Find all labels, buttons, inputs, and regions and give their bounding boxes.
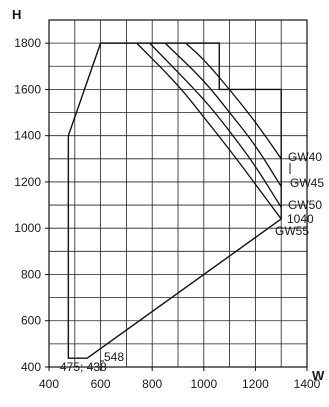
series-line-gw55 bbox=[136, 42, 282, 220]
y-tick-label-400: 400 bbox=[21, 360, 41, 374]
envelope-polygon bbox=[67, 42, 282, 359]
y-tick-labels: 400 600 800 1000 1200 1400 1600 1800 bbox=[14, 36, 41, 374]
y-tick-label-600: 600 bbox=[21, 314, 41, 328]
x-tick-label-1400: 1400 bbox=[294, 377, 321, 391]
x-tick-label-1000: 1000 bbox=[190, 377, 217, 391]
series-label-gw55: GW55 bbox=[275, 224, 309, 238]
x-tick-label-400: 400 bbox=[39, 377, 59, 391]
y-tick-label-1400: 1400 bbox=[14, 129, 41, 143]
x-axis-title: W bbox=[312, 368, 325, 383]
x-tick-label-800: 800 bbox=[142, 377, 162, 391]
y-axis-title: H bbox=[12, 7, 21, 22]
x-tick-label-1200: 1200 bbox=[242, 377, 269, 391]
annotation-1040: 1040 bbox=[287, 212, 314, 226]
y-tick-label-800: 800 bbox=[21, 267, 41, 281]
plot-frame bbox=[45, 19, 308, 371]
series-curves bbox=[136, 42, 282, 220]
series-label-gw50: GW50 bbox=[288, 198, 322, 212]
series-line-gw45 bbox=[164, 42, 282, 187]
x-tick-labels: 400 600 800 1000 1200 1400 bbox=[39, 377, 321, 391]
series-line-gw50 bbox=[149, 42, 282, 208]
series-line-gw40 bbox=[185, 42, 282, 160]
envelope-outline bbox=[67, 42, 282, 359]
plot-border bbox=[48, 19, 308, 368]
series-label-gw40: GW40 bbox=[288, 150, 322, 164]
y-tick-label-1800: 1800 bbox=[14, 36, 41, 50]
y-tick-label-1000: 1000 bbox=[14, 221, 41, 235]
annotation-548: 548 bbox=[104, 350, 124, 364]
y-tick-label-1200: 1200 bbox=[14, 175, 41, 189]
series-labels: GW40 GW45 GW50 GW55 1040 475; 438 548 bbox=[60, 150, 324, 374]
x-tick-label-600: 600 bbox=[91, 377, 111, 391]
y-tick-label-1600: 1600 bbox=[14, 82, 41, 96]
series-label-gw45: GW45 bbox=[290, 176, 324, 190]
annotation-475-438: 475; 438 bbox=[60, 360, 107, 374]
